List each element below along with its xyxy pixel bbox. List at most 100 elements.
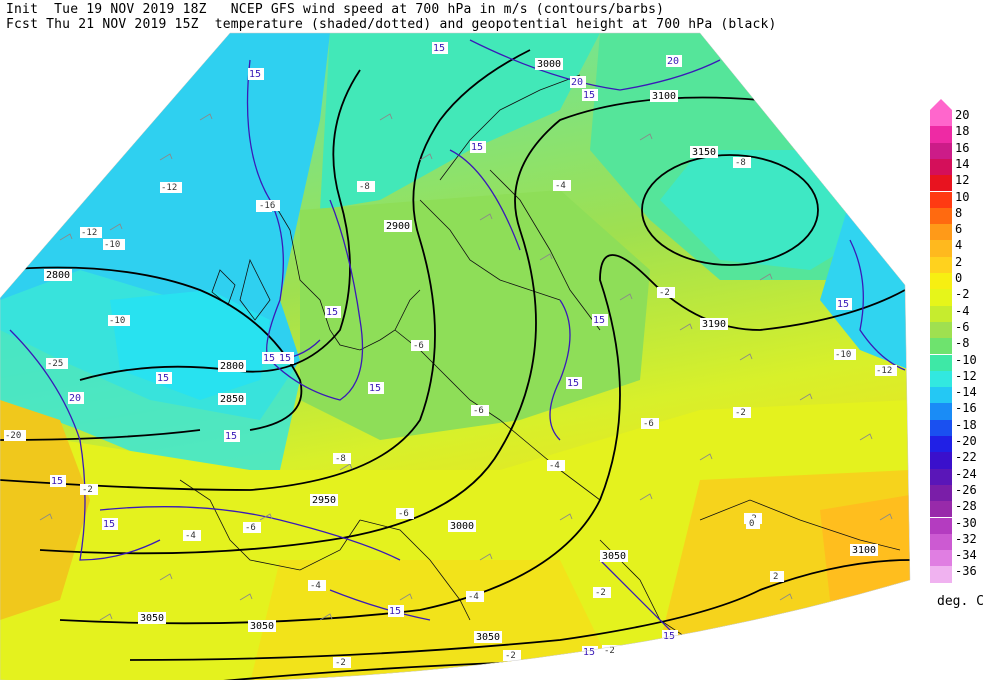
height-contours	[0, 49, 910, 680]
colorbar-label: -32	[955, 531, 977, 546]
colorbar-swatch	[930, 338, 952, 355]
temperature-label: -4	[308, 580, 326, 591]
colorbar-swatch	[930, 436, 952, 453]
svg-text:-10: -10	[835, 350, 851, 360]
svg-text:15: 15	[389, 606, 401, 617]
temperature-label: -6	[471, 405, 489, 416]
temperature-label: -2	[593, 587, 611, 598]
temperature-label: 0	[746, 518, 760, 529]
temperature-label: -10	[103, 239, 125, 250]
temperature-label: -6	[641, 418, 659, 429]
temperature-label: -2	[503, 650, 521, 661]
svg-text:15: 15	[326, 307, 338, 318]
colorbar-swatch	[930, 354, 952, 371]
svg-text:3190: 3190	[702, 319, 726, 330]
svg-text:-4: -4	[549, 461, 560, 471]
svg-text:-2: -2	[595, 588, 606, 598]
wind-label: 15	[224, 430, 240, 442]
colorbar-swatch	[930, 126, 952, 143]
header-line-1: Init Tue 19 NOV 2019 18Z NCEP GFS wind s…	[6, 2, 664, 17]
temperature-label: -12	[875, 365, 897, 376]
height-label: 3050	[248, 620, 276, 632]
svg-text:15: 15	[51, 476, 63, 487]
height-label: 3000	[535, 58, 563, 70]
height-label: 3100	[650, 90, 678, 102]
svg-text:15: 15	[279, 353, 291, 364]
forecast-time: Fcst Thu 21 NOV 2019 15Z	[6, 17, 199, 32]
temperature-label: -8	[733, 157, 751, 168]
colorbar-swatch	[930, 191, 952, 208]
wind-label: 15	[156, 372, 172, 384]
map-area	[0, 33, 910, 680]
colorbar-label: -2	[955, 287, 970, 302]
temperature-label: -12	[160, 182, 182, 193]
svg-text:-6: -6	[413, 341, 424, 351]
wind-label: 15	[50, 475, 66, 487]
svg-text:-25: -25	[47, 359, 63, 369]
temperature-label: -6	[396, 508, 414, 519]
temperature-label: -4	[553, 180, 571, 191]
svg-text:15: 15	[103, 519, 115, 530]
map-title: NCEP GFS wind speed at 700 hPa in m/s (c…	[230, 2, 665, 17]
cold-core-west	[110, 290, 270, 400]
colorbar-swatch	[930, 289, 952, 306]
wind-label: 20	[570, 76, 586, 88]
svg-text:3050: 3050	[602, 551, 626, 562]
colorbar-label: 18	[955, 124, 970, 139]
colorbar-label: -16	[955, 401, 977, 416]
svg-text:15: 15	[433, 43, 445, 54]
colorbar-label: -18	[955, 417, 977, 432]
svg-text:-2: -2	[659, 288, 670, 298]
colorbar-label: 14	[955, 156, 970, 171]
wind-label: 15	[262, 352, 278, 364]
colorbar-swatch	[930, 207, 952, 225]
colorbar-swatch	[930, 224, 952, 241]
wind-label: 15	[566, 377, 582, 389]
svg-text:15: 15	[225, 431, 237, 442]
svg-text:2850: 2850	[220, 394, 244, 405]
height-label: 2800	[44, 269, 72, 281]
wind-labels: 15 20 15 20 15 15 15 15 15 15 15 15 15 2…	[50, 42, 852, 658]
cyan-region-east	[660, 150, 860, 270]
temperature-label: -4	[547, 460, 565, 471]
svg-text:-6: -6	[245, 523, 256, 533]
height-label: 2950	[310, 494, 338, 506]
temperature-label: 2	[770, 571, 784, 582]
colorbar-label: -12	[955, 368, 977, 383]
svg-text:15: 15	[369, 383, 381, 394]
height-label: 2850	[218, 393, 246, 405]
temperature-label: -2	[602, 645, 620, 656]
colorbar-swatch	[930, 550, 952, 567]
svg-text:-8: -8	[335, 454, 346, 464]
colorbar-label: -36	[955, 564, 977, 579]
svg-text:15: 15	[583, 647, 595, 658]
temperature-label: -16	[258, 200, 280, 211]
wind-label: 15	[248, 68, 264, 80]
svg-text:3000: 3000	[450, 521, 474, 532]
temperature-label: -20	[4, 430, 26, 441]
wind-barbs	[39, 113, 893, 621]
colorbar-swatch	[930, 370, 952, 388]
svg-text:-12: -12	[81, 228, 97, 238]
temperature-label: -2	[80, 484, 98, 495]
colorbar-label: 0	[955, 271, 963, 285]
svg-text:15: 15	[249, 69, 261, 80]
svg-text:15: 15	[471, 142, 483, 153]
svg-text:-2: -2	[505, 651, 516, 661]
svg-text:2: 2	[773, 572, 778, 582]
temperature-label: -4	[183, 530, 201, 541]
height-label: 3050	[138, 612, 166, 624]
wind-label: 15	[325, 306, 341, 318]
wind-label: 15	[102, 518, 118, 530]
header-line-2: Fcst Thu 21 NOV 2019 15Z temperature (sh…	[6, 17, 777, 32]
colorbar-label: 8	[955, 205, 963, 220]
temperature-label: -8	[357, 181, 375, 192]
colorbar-swatch	[930, 256, 952, 273]
colorbar-label: 12	[955, 173, 970, 188]
wind-label: 20	[68, 392, 84, 404]
colorbar-label: -26	[955, 482, 977, 497]
svg-text:-12: -12	[876, 366, 892, 376]
wind-label: 15	[836, 298, 852, 310]
colorbar-label: 2	[955, 254, 963, 269]
colorbar-swatch	[930, 468, 952, 485]
